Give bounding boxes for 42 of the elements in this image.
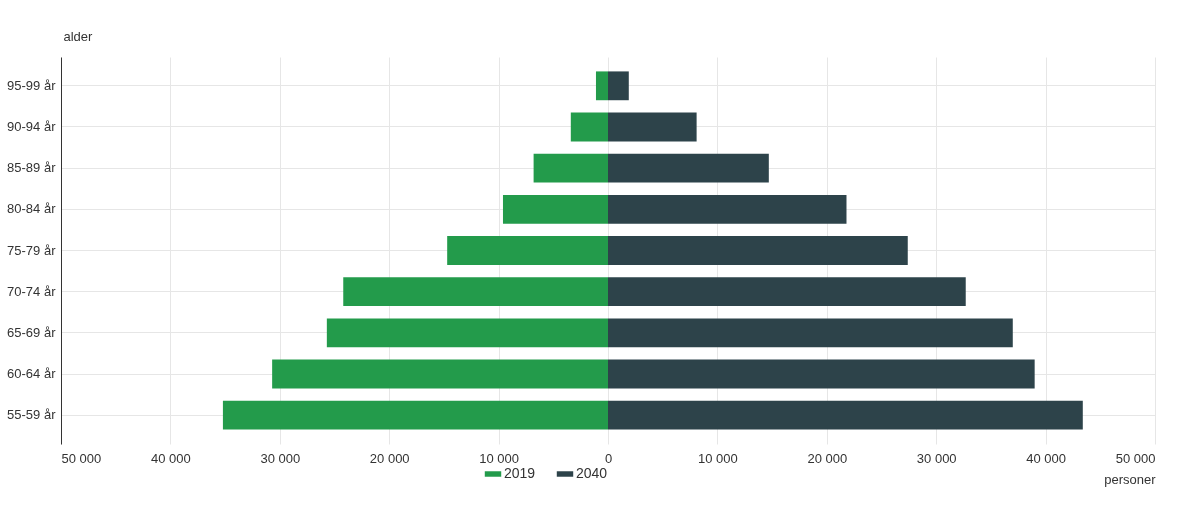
x-tick-label: 0	[604, 450, 613, 466]
x-tick-label: 40 000	[151, 450, 191, 466]
bar	[595, 71, 608, 101]
bar	[570, 112, 608, 142]
bar	[447, 236, 608, 265]
bar	[608, 318, 1013, 348]
x-tick-label: 50 000	[61, 450, 102, 466]
y-tick-label: 70-74 år	[7, 283, 57, 299]
bar	[608, 236, 908, 265]
bar	[608, 71, 629, 101]
y-tick-label: 95-99 år	[7, 77, 57, 93]
y-tick-label: 60-64 år	[7, 366, 57, 382]
bar	[222, 400, 608, 430]
y-axis-title: alder	[63, 28, 94, 44]
x-tick-label: 30 000	[916, 450, 957, 466]
legend-label: 2040	[576, 465, 608, 481]
bar	[326, 318, 608, 348]
y-tick-label: 55-59 år	[7, 407, 57, 423]
bar	[608, 359, 1035, 389]
x-tick-label: 10 000	[698, 450, 738, 466]
x-tick-label: 40 000	[1026, 450, 1066, 466]
bar	[272, 359, 608, 389]
x-tick-label: 20 000	[807, 450, 848, 466]
bar	[343, 277, 608, 307]
legend-label: 2019	[504, 465, 536, 481]
bar	[608, 112, 697, 142]
y-tick-label: 65-69 år	[7, 324, 57, 340]
y-tick-label: 80-84 år	[7, 201, 57, 217]
x-tick-label: 10 000	[479, 450, 519, 466]
y-tick-label: 85-89 år	[7, 160, 57, 176]
bar	[608, 277, 966, 307]
x-tick-label: 20 000	[369, 450, 410, 466]
bar	[533, 153, 608, 183]
y-tick-label: 90-94 år	[7, 118, 57, 134]
x-tick-label: 30 000	[260, 450, 301, 466]
bar	[608, 153, 769, 183]
x-axis-title: personer	[1104, 471, 1157, 487]
bar	[608, 400, 1083, 430]
x-tick-label: 50 000	[1115, 450, 1156, 466]
bar	[608, 194, 847, 224]
bar	[502, 194, 608, 224]
y-tick-label: 75-79 år	[7, 242, 57, 258]
